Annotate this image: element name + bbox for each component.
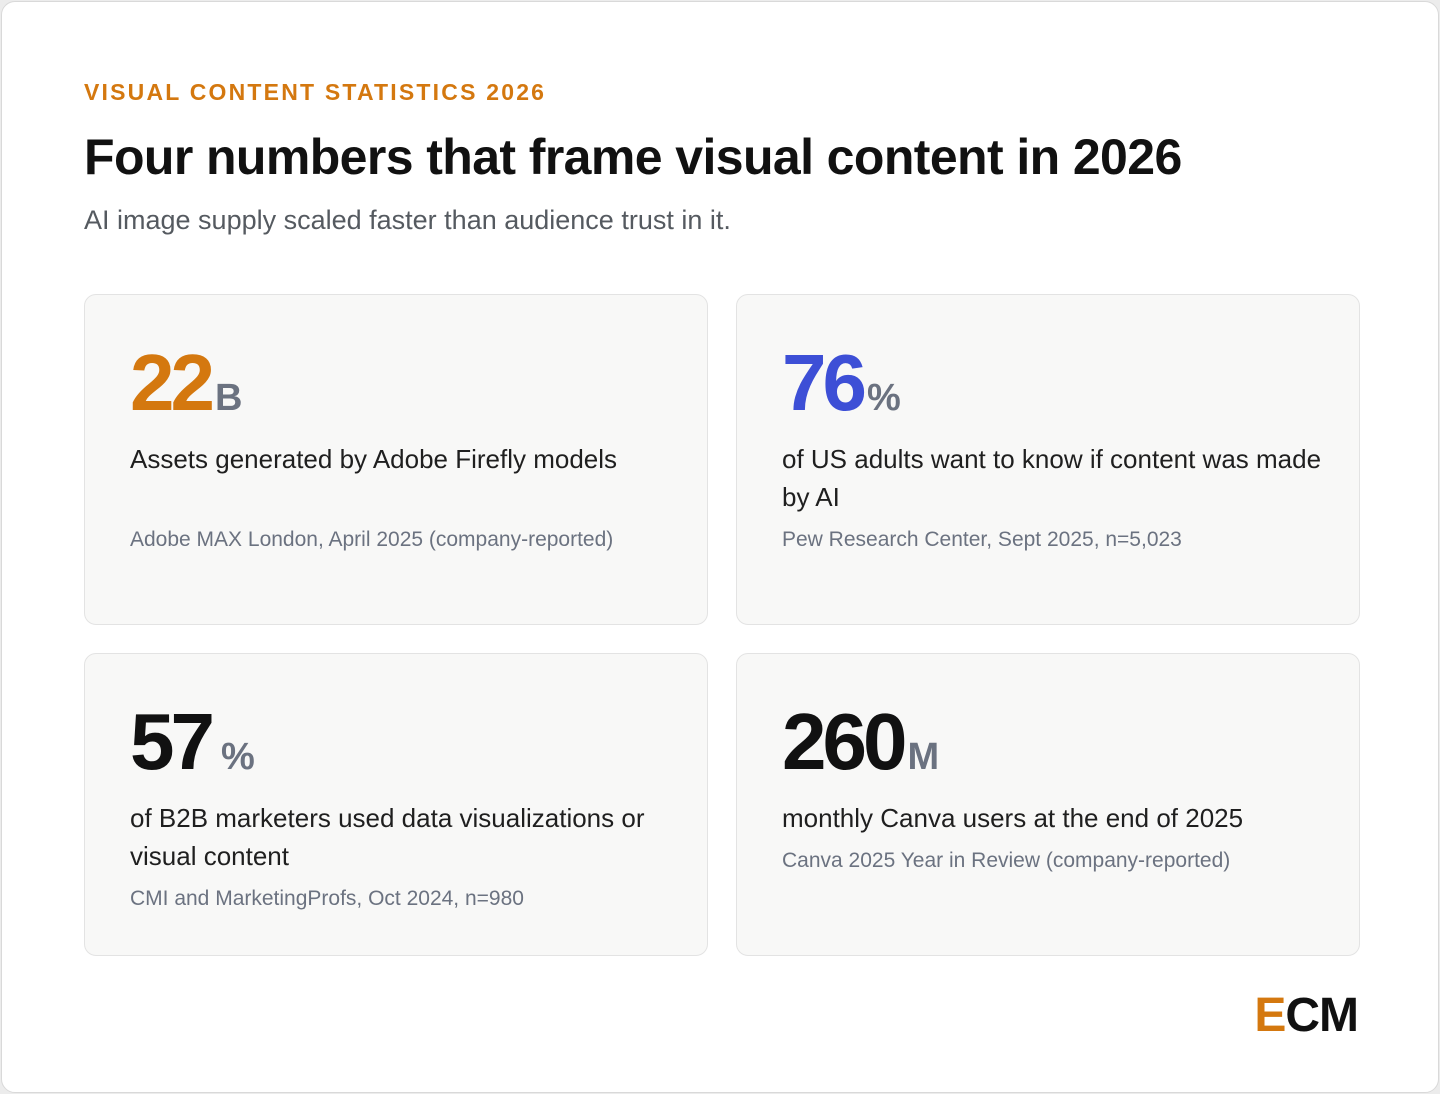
page-subtitle: AI image supply scaled faster than audie… xyxy=(84,205,731,235)
stat-source: Pew Research Center, Sept 2025, n=5,023 xyxy=(782,528,1182,551)
stat-source: Canva 2025 Year in Review (company-repor… xyxy=(782,849,1231,872)
stat-figure: 76% xyxy=(782,343,901,423)
ecm-logo: ECM xyxy=(1254,989,1359,1042)
stat-value: 76 xyxy=(782,338,867,427)
stat-figure: 22 B xyxy=(130,343,242,423)
page-title: Four numbers that frame visual content i… xyxy=(84,129,1182,185)
logo-letter-e: E xyxy=(1254,989,1286,1042)
stat-card-pew: 76% of US adults want to know if content… xyxy=(736,294,1360,625)
stat-source: CMI and MarketingProfs, Oct 2024, n=980 xyxy=(130,887,524,910)
stat-description: Assets generated by Adobe Firefly models xyxy=(130,444,618,474)
stat-value: 57 xyxy=(130,697,215,786)
stat-unit: M xyxy=(907,736,940,778)
stat-description: of B2B marketers used data visualization… xyxy=(130,803,645,871)
stat-card-b2b: 57% of B2B marketers used data visualiza… xyxy=(84,653,708,956)
stat-description: monthly Canva users at the end of 2025 xyxy=(782,803,1244,833)
stat-unit: % xyxy=(220,736,255,778)
stat-value: 260 xyxy=(782,697,908,786)
stat-description: of US adults want to know if content was… xyxy=(782,444,1322,512)
stat-card-firefly: 22 B Assets generated by Adobe Firefly mo… xyxy=(84,294,708,625)
stat-unit: B xyxy=(214,377,243,419)
stat-card-canva: 260 M monthly Canva users at the end of 2… xyxy=(736,653,1360,956)
stat-figure: 57% xyxy=(130,702,255,782)
eyebrow-label: VISUAL CONTENT STATISTICS 2026 xyxy=(84,79,547,105)
stat-source: Adobe MAX London, April 2025 (company-re… xyxy=(130,528,614,551)
stat-value: 22 xyxy=(130,338,215,427)
logo-letters-cm: CM xyxy=(1285,989,1359,1042)
stat-figure: 260 M xyxy=(782,702,939,782)
stat-unit: % xyxy=(866,377,901,419)
